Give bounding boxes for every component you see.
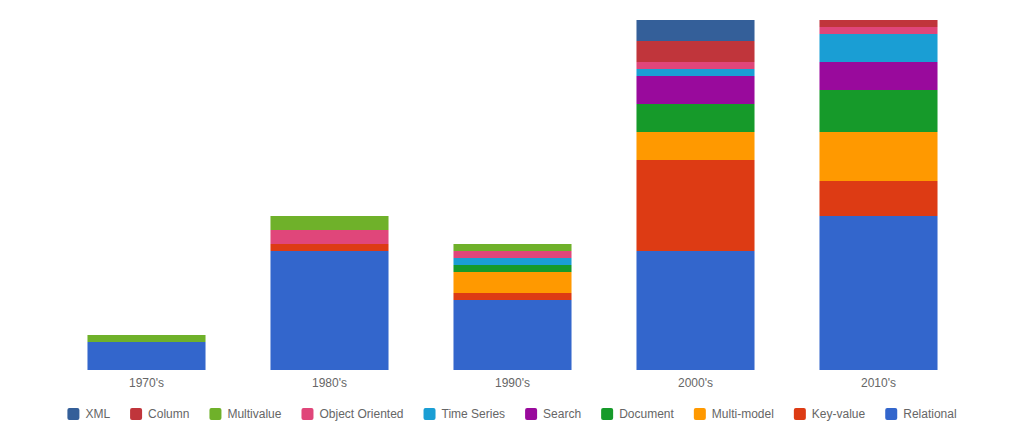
- legend-label: Key-value: [812, 407, 866, 421]
- bar-segment: [453, 300, 571, 370]
- legend-swatch: [694, 408, 706, 420]
- bars: [87, 20, 937, 370]
- legend-label: Relational: [903, 407, 956, 421]
- legend: XML Column Multivalue Object Oriented Time S…: [67, 407, 956, 421]
- bar-segment: [819, 132, 937, 181]
- legend-item: Relational: [885, 407, 956, 421]
- legend-label: Object Oriented: [319, 407, 403, 421]
- bar-segment: [453, 251, 571, 258]
- bar-segment: [636, 104, 754, 132]
- bar-segment: [636, 160, 754, 251]
- legend-swatch: [67, 408, 79, 420]
- legend-swatch: [301, 408, 313, 420]
- bar-segment: [636, 251, 754, 370]
- category-label: 1980's: [312, 376, 347, 390]
- bar-segment: [636, 41, 754, 62]
- bar-segment: [819, 62, 937, 90]
- bar-segment: [636, 76, 754, 104]
- bar-segment: [270, 216, 388, 230]
- legend-swatch: [601, 408, 613, 420]
- legend-swatch: [885, 408, 897, 420]
- legend-item: Column: [130, 407, 189, 421]
- legend-item: Time Series: [424, 407, 506, 421]
- legend-label: Column: [148, 407, 189, 421]
- legend-swatch: [130, 408, 142, 420]
- legend-item: Key-value: [794, 407, 866, 421]
- legend-swatch: [209, 408, 221, 420]
- legend-swatch: [794, 408, 806, 420]
- category-label: 2010's: [861, 376, 896, 390]
- bar-segment: [453, 272, 571, 293]
- bar-segment: [453, 244, 571, 245]
- category-label: 1990's: [495, 376, 530, 390]
- legend-swatch: [424, 408, 436, 420]
- bar-segment: [819, 20, 937, 27]
- bar-segment: [270, 230, 388, 244]
- bar-segment: [819, 181, 937, 216]
- bar-segment: [819, 90, 937, 132]
- legend-swatch: [525, 408, 537, 420]
- legend-item: Object Oriented: [301, 407, 403, 421]
- bar-segment: [453, 265, 571, 272]
- bar-segment: [819, 27, 937, 34]
- bar-segment: [453, 244, 571, 245]
- legend-item: XML: [67, 407, 110, 421]
- legend-label: XML: [85, 407, 110, 421]
- chart: 1970's 1980's 1990's 2000's 2010's XML Column M…: [0, 0, 1024, 444]
- bar-segment: [819, 20, 937, 21]
- legend-item: Document: [601, 407, 674, 421]
- bar-segment: [270, 216, 388, 217]
- bar-segment: [453, 244, 571, 251]
- bar-segment: [453, 258, 571, 265]
- legend-label: Search: [543, 407, 581, 421]
- bar-segment: [87, 335, 205, 336]
- legend-label: Multi-model: [712, 407, 774, 421]
- bar-segment: [636, 69, 754, 76]
- legend-label: Time Series: [442, 407, 506, 421]
- legend-item: Multivalue: [209, 407, 281, 421]
- bar-segment: [87, 335, 205, 342]
- bar-segment: [453, 293, 571, 300]
- bar-segment: [270, 244, 388, 251]
- bar-segment: [270, 216, 388, 217]
- legend-item: Multi-model: [694, 407, 774, 421]
- bar-segment: [270, 251, 388, 370]
- legend-label: Multivalue: [227, 407, 281, 421]
- legend-label: Document: [619, 407, 674, 421]
- bar-segment: [87, 335, 205, 336]
- category-label: 2000's: [678, 376, 713, 390]
- bar-segment: [87, 342, 205, 370]
- legend-item: Search: [525, 407, 581, 421]
- bar-segment: [636, 20, 754, 41]
- bar-segment: [819, 216, 937, 370]
- bar-segment: [636, 62, 754, 69]
- bar-segment: [819, 34, 937, 62]
- bar-segment: [636, 132, 754, 160]
- category-label: 1970's: [129, 376, 164, 390]
